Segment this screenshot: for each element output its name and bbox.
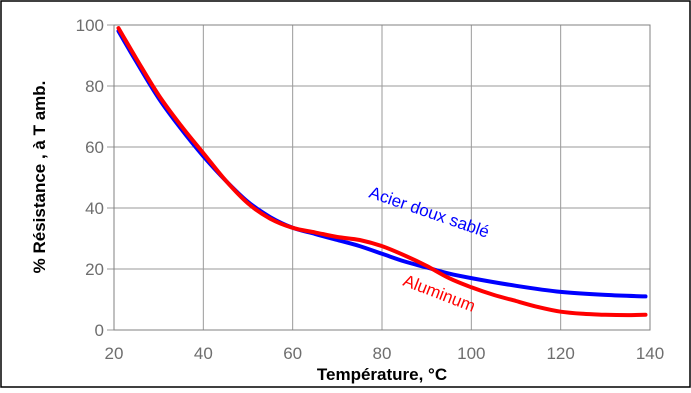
y-tick-label: 100 — [76, 16, 104, 35]
x-axis-title: Température, °C — [317, 365, 447, 384]
x-tick-label: 100 — [457, 344, 485, 363]
y-tick-label: 60 — [85, 138, 104, 157]
y-tick-label: 0 — [95, 321, 104, 340]
x-tick-label: 60 — [283, 344, 302, 363]
plot-area-border — [113, 24, 651, 331]
x-tick-label: 80 — [373, 344, 392, 363]
y-tick-label: 40 — [85, 199, 104, 218]
y-axis-title: % Résistance , à T amb. — [30, 81, 49, 274]
y-tick-label: 20 — [85, 260, 104, 279]
y-tick-label: 80 — [85, 77, 104, 96]
x-tick-label: 20 — [105, 344, 124, 363]
x-tick-label: 120 — [546, 344, 574, 363]
series-line-aluminum — [116, 26, 648, 318]
series-lines — [116, 26, 648, 318]
series-line-acier — [116, 29, 648, 299]
x-tick-label: 40 — [194, 344, 213, 363]
x-tick-label: 140 — [636, 344, 664, 363]
